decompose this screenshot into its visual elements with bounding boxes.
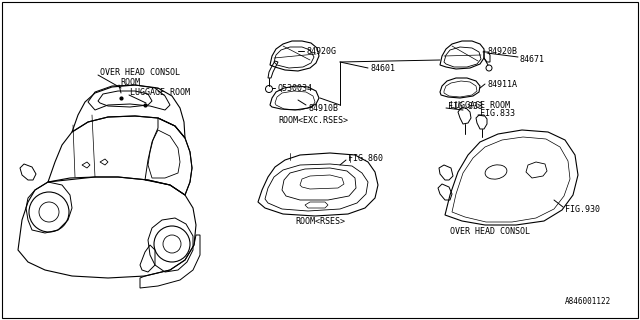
Text: 84911A: 84911A [487,79,517,89]
Text: 84601: 84601 [370,63,395,73]
Text: FIG.833: FIG.833 [480,108,515,117]
Text: FIG.930: FIG.930 [565,205,600,214]
Text: 84920B: 84920B [487,46,517,55]
Text: ROOM<EXC.RSES>: ROOM<EXC.RSES> [278,116,348,124]
Text: ROOM<RSES>: ROOM<RSES> [295,218,345,227]
Text: ROOM: ROOM [120,77,140,86]
Text: LUGGAGE ROOM: LUGGAGE ROOM [130,87,190,97]
Text: A846001122: A846001122 [565,298,611,307]
Text: FIG.860: FIG.860 [348,154,383,163]
Text: 84671: 84671 [520,54,545,63]
Text: OVER HEAD CONSOL: OVER HEAD CONSOL [450,228,530,236]
Text: 84920G: 84920G [306,46,336,55]
Text: Q530034: Q530034 [277,84,312,92]
Text: 84910B: 84910B [308,103,338,113]
Text: OVER HEAD CONSOL: OVER HEAD CONSOL [100,68,180,76]
Text: FIG.833: FIG.833 [448,101,483,110]
Text: LUGGAGE ROOM: LUGGAGE ROOM [450,100,510,109]
